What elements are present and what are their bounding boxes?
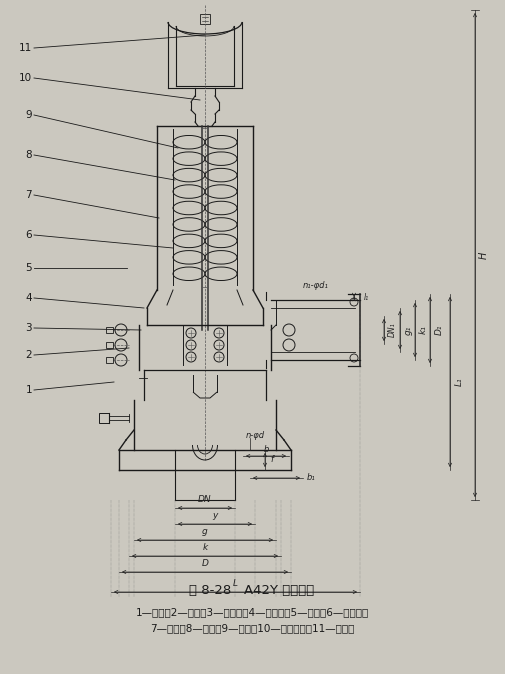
Text: b₁: b₁ [307, 474, 316, 483]
Text: k: k [203, 543, 208, 553]
Text: D: D [201, 559, 209, 568]
Text: DN: DN [198, 495, 212, 505]
Text: 7—阀盖；8—弹簧；9—阀杆；10—调整螺杆；11—保护罩: 7—阀盖；8—弹簧；9—阀杆；10—调整螺杆；11—保护罩 [150, 623, 354, 633]
Bar [106, 357, 113, 363]
Text: f: f [271, 456, 274, 464]
Bar [106, 342, 113, 348]
Text: 4: 4 [25, 293, 32, 303]
Text: 5: 5 [25, 263, 32, 273]
Text: b: b [263, 444, 269, 454]
Text: L: L [233, 580, 238, 588]
Text: 6: 6 [25, 230, 32, 240]
Text: 3: 3 [25, 323, 32, 333]
Text: 7: 7 [25, 190, 32, 200]
Text: 1: 1 [25, 385, 32, 395]
Text: 图 8-28   A42Y 型结构图: 图 8-28 A42Y 型结构图 [189, 584, 315, 596]
Text: y: y [212, 512, 218, 520]
Bar [99, 413, 109, 423]
Bar [106, 327, 113, 333]
Text: DN₁: DN₁ [387, 323, 396, 337]
Text: 8: 8 [25, 150, 32, 160]
Text: 11: 11 [19, 43, 32, 53]
Text: 9: 9 [25, 110, 32, 120]
Text: l₁: l₁ [364, 293, 369, 301]
Text: D₁: D₁ [434, 325, 443, 335]
Text: H: H [479, 251, 489, 259]
Text: 2: 2 [25, 350, 32, 360]
Text: g₁: g₁ [403, 326, 413, 335]
Text: 1—阀体；2—阀座；3—调节圈；4—反冲盘；5—阀瓣；6—导向套；: 1—阀体；2—阀座；3—调节圈；4—反冲盘；5—阀瓣；6—导向套； [135, 607, 369, 617]
Text: g: g [202, 528, 208, 537]
Bar [200, 14, 210, 24]
Text: n-φd: n-φd [245, 431, 265, 439]
Text: k₁: k₁ [419, 326, 428, 334]
Text: n₁-φd₁: n₁-φd₁ [303, 282, 329, 290]
Text: L₁: L₁ [454, 377, 464, 386]
Text: 10: 10 [19, 73, 32, 83]
